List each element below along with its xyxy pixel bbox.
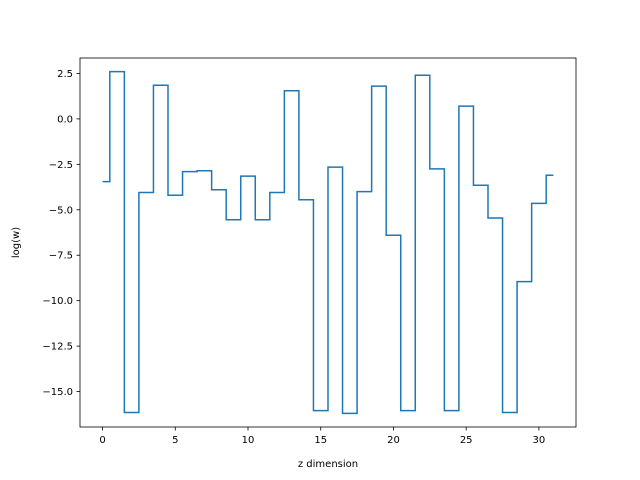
- x-tick-label: 25: [460, 435, 473, 446]
- x-axis-label: z dimension: [298, 459, 358, 470]
- x-tick-label: 10: [242, 435, 255, 446]
- y-axis-ticks: 2.5 0.0 −2.5 −5.0 −7.5 −10.0 −12.5 −15.0: [42, 69, 80, 398]
- series-line-0: [102, 70, 554, 415]
- x-tick-label: 15: [314, 435, 327, 446]
- y-tick-label: −12.5: [42, 342, 73, 353]
- y-tick-label: −2.5: [49, 160, 73, 171]
- y-tick-label: 0.0: [57, 114, 73, 125]
- y-tick-label: −5.0: [49, 205, 73, 216]
- x-tick-label: 20: [387, 435, 400, 446]
- x-tick-label: 0: [99, 435, 105, 446]
- y-axis-label: log(w): [11, 227, 22, 258]
- x-axis-ticks: 0 5 10 15 20 25 30: [99, 427, 545, 446]
- plot-area: [102, 70, 554, 415]
- y-tick-label: −15.0: [42, 387, 73, 398]
- x-tick-label: 30: [533, 435, 546, 446]
- y-tick-label: −10.0: [42, 296, 73, 307]
- y-tick-label: −7.5: [49, 251, 73, 262]
- x-tick-label: 5: [172, 435, 178, 446]
- y-tick-label: 2.5: [57, 69, 73, 80]
- axes-frame: [79, 57, 577, 428]
